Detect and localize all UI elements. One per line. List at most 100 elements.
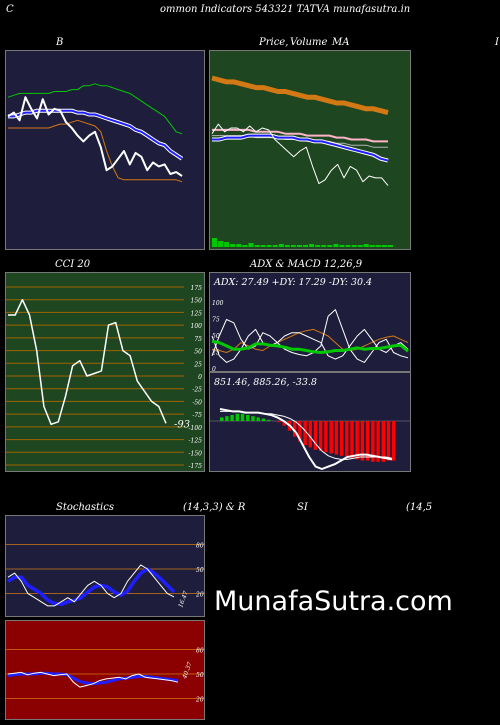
adx-tick-label: 0 [212,366,216,371]
cci-line [8,298,167,426]
adx-tick-label: 50 [212,333,220,340]
macd-histogram-bar [371,421,375,462]
cci-tick-label: 75 [194,336,202,343]
bollinger-panel [5,50,205,250]
stoch-params: (14,3,3) & R [183,502,246,513]
volume-bar [236,244,242,247]
macd-histogram-bar [339,421,344,456]
rsi-tick-label: 50 [196,672,204,679]
macd-histogram-bar [235,413,239,421]
volume-bar [327,245,333,247]
macd-histogram-bar [266,419,271,421]
volume-bar [351,245,357,247]
volume-bar [230,244,236,247]
volume-bar [297,245,302,247]
macd-histogram-bar [350,421,354,459]
volume-bar [218,241,224,247]
rsi-title: SI [297,502,308,513]
cci-tick-label: -100 [189,425,203,432]
macd-signal-line [220,410,393,460]
macd-histogram-bar [225,416,229,421]
macd-histogram-bar [277,421,281,423]
macd-histogram-bar [386,421,391,461]
macd-histogram-bar [246,415,250,421]
stoch-last-value: 16.47 [177,590,190,609]
adx-panel: 100 75 50 25 0 ADX: 27.49 +DY: 17.29 -DY: 30.… [209,272,411,372]
price-ma-long [211,75,389,116]
volume-bar [278,244,284,247]
cci-last-value: -93 [174,419,190,430]
volume-bar [224,242,230,247]
cci-tick-label: -50 [192,399,202,406]
macd-histogram-bar [381,421,385,462]
price-ma-short [212,134,389,162]
macd-histogram-bar [261,418,266,421]
bb-middle-band-outline [8,108,184,161]
volume-bar [303,245,308,247]
macd-histogram-bar [293,421,297,437]
price-volume-title: Volume [290,37,328,48]
volume-bar [321,245,327,247]
price-ma-mid [212,128,388,143]
volume-bar [333,244,339,247]
macd-histogram-bar [308,421,312,448]
adx-readout: ADX: 27.49 +DY: 17.29 -DY: 30.4 [213,277,372,288]
cci-tick-label: -175 [189,463,203,470]
cci-chart: 175 150 125 100 75 50 25 0 -25 -50 -75 -100 -125 -150… [6,285,203,470]
volume-bar [260,245,266,247]
adx-tick-label: 75 [212,317,220,324]
bb-middle-band [8,109,183,160]
price-ma-panel [209,50,411,250]
macd-histogram-bar [303,421,307,445]
macd-histogram-bar [324,421,328,453]
rsi-tick-label: 20 [195,697,204,704]
cci-tick-label: 100 [191,323,203,330]
cci-title: CCI 20 [55,259,91,270]
cci-tick-label: 50 [194,349,202,356]
macd-histogram-bar [345,421,349,457]
volume-bar [375,245,381,247]
volume-bar [290,245,296,247]
cci-tick-label: 175 [191,285,203,292]
macd-histogram-bar [360,421,365,461]
macd-histogram-bar [240,413,245,421]
volume-bar [345,245,351,247]
cci-tick-label: 0 [198,374,202,381]
volume-bar [357,245,363,247]
stoch-d-line [7,567,176,607]
bb-price-line [7,96,183,177]
rsi-line [7,671,179,688]
macd-histogram-bar [355,421,359,460]
price-title: Price, [259,37,289,48]
volume-bar [369,245,375,247]
rsi-last-value: 40.37 [181,661,194,681]
rsi-chart: 80 50 20 40.37 [6,647,204,704]
price-ma-title: MA [332,37,350,48]
price-line [211,123,389,186]
volume-bar [272,245,278,247]
stoch-tick-label: 20 [195,592,204,599]
macd-histogram-bar [319,421,323,451]
stoch-k-line [7,564,175,607]
cci-tick-label: 125 [191,310,203,317]
adx-minus-di [211,328,409,363]
bb-lower-band [8,119,183,183]
macd-histogram-bar [334,421,339,455]
volume-bar [212,238,217,247]
rsi-tick-label: 80 [196,647,204,654]
stoch-tick-label: 50 [196,567,204,574]
cci-tick-label: 150 [191,298,203,305]
macd-histogram-bar [220,417,224,421]
header-left-letter: C [6,4,14,15]
volume-bar [381,245,387,247]
macd-histogram-bar [251,416,255,421]
macd-histogram-bar [365,421,370,461]
volume-bar [388,245,393,247]
macd-chart: 851.46, 885.26, -33.8 [210,377,410,470]
macd-histogram-bar [256,417,260,421]
bollinger-chart [7,83,184,183]
macd-panel: 851.46, 885.26, -33.8 [209,372,411,472]
adx-line [211,339,409,354]
macd-readout: 851.46, 885.26, -33.8 [214,377,317,388]
stoch-tick-label: 80 [196,542,204,549]
